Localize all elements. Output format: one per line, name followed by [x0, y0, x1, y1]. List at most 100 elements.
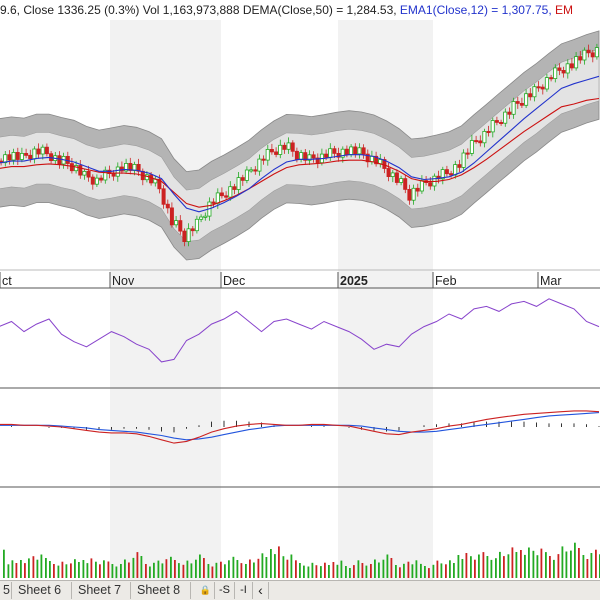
candle-body-61 — [253, 169, 258, 172]
candle-body-140 — [582, 49, 587, 61]
candle-body-49 — [203, 215, 208, 218]
volume-bar-44-2 — [553, 559, 555, 579]
candle-body-74 — [307, 154, 312, 161]
volume-bar-38-0 — [470, 556, 472, 578]
candle-body-142 — [590, 52, 595, 58]
candle-body-114 — [474, 140, 479, 143]
volume-bar-32-1 — [399, 567, 401, 578]
price-readout: 9.6, Close 1336.25 (0.3%) Vol 1,163,973,… — [0, 3, 400, 17]
candle-body-22 — [90, 176, 95, 185]
indicator-readout: 9.6, Close 1336.25 (0.3%) Vol 1,163,973,… — [0, 3, 573, 17]
volume-bar-0-2 — [3, 549, 5, 578]
volume-bar-13-2 — [165, 559, 168, 578]
remove-sheet-icon[interactable]: -S — [215, 582, 235, 599]
volume-bar-19-2 — [240, 563, 243, 578]
volume-bar-16-2 — [203, 558, 205, 578]
volume-bar-7-2 — [90, 558, 93, 578]
candle-body-39 — [161, 188, 166, 205]
volume-bar-38-1 — [474, 559, 476, 578]
volume-bar-13-1 — [161, 563, 164, 578]
remove-indicator-icon[interactable]: -I — [235, 582, 253, 599]
candle-body-107 — [444, 169, 449, 175]
tab-sheet-7[interactable]: Sheet 7 — [72, 582, 131, 599]
candle-body-121 — [503, 111, 508, 124]
volume-bar-45-2 — [565, 551, 568, 578]
candle-body-106 — [440, 169, 445, 180]
tab-sheet-6[interactable]: Sheet 6 — [12, 582, 72, 599]
tab-sheet-8[interactable]: Sheet 8 — [131, 582, 191, 599]
volume-bar-37-1 — [461, 559, 464, 578]
candle-body-110 — [457, 164, 462, 168]
candle-body-45 — [186, 228, 191, 243]
volume-bar-29-0 — [357, 560, 360, 578]
candle-body-89 — [369, 155, 374, 163]
candle-body-71 — [294, 150, 299, 161]
candle-body-44 — [182, 230, 187, 243]
candle-body-10 — [40, 146, 45, 155]
candle-body-54 — [224, 195, 229, 198]
candle-body-56 — [232, 186, 237, 190]
volume-bar-4-2 — [53, 564, 55, 578]
price-panel[interactable] — [0, 30, 600, 261]
ema-line — [0, 75, 600, 213]
candle-body-94 — [390, 172, 395, 177]
volume-bar-16-1 — [199, 554, 201, 578]
candle-body-78 — [324, 153, 329, 158]
candle-body-111 — [461, 152, 466, 168]
volume-bar-23-2 — [290, 554, 293, 578]
volume-bar-43-2 — [540, 548, 543, 578]
volume-bar-26-2 — [328, 565, 330, 578]
volume-bar-22-1 — [274, 554, 276, 578]
candle-body-120 — [499, 122, 504, 125]
volume-bar-18-0 — [220, 561, 222, 578]
volume-bar-24-0 — [295, 560, 297, 578]
candle-body-137 — [569, 63, 574, 69]
candle-body-30 — [124, 162, 129, 172]
candle-body-52 — [215, 192, 220, 204]
candle-body-119 — [494, 120, 499, 123]
candle-body-18 — [74, 165, 79, 172]
volume-bar-7-1 — [86, 563, 89, 578]
volume-bar-15-2 — [190, 563, 193, 578]
tab-sheet-5[interactable]: 5 — [0, 582, 12, 599]
candle-body-53 — [219, 192, 224, 197]
volume-bar-17-1 — [211, 566, 214, 579]
candle-body-141 — [586, 49, 591, 54]
volume-bar-43-1 — [536, 555, 539, 578]
lock-icon[interactable]: 🔒 — [197, 582, 215, 599]
ema-readout: EMA1(Close,12) = 1,307.75, — [399, 3, 556, 17]
rsi-panel[interactable] — [0, 298, 600, 363]
candle-body-125 — [519, 103, 524, 106]
candle-body-24 — [99, 177, 104, 181]
x-tick-label-4: Feb — [435, 274, 457, 288]
volume-panel[interactable] — [3, 542, 600, 579]
candle-body-20 — [82, 170, 87, 176]
candle-body-109 — [453, 164, 458, 176]
candle-body-126 — [524, 93, 529, 106]
candle-body-80 — [332, 148, 337, 154]
volume-bar-30-2 — [378, 562, 380, 578]
candle-body-95 — [394, 172, 399, 183]
candle-body-36 — [149, 174, 154, 184]
candle-body-7 — [28, 154, 33, 160]
candle-body-79 — [328, 148, 333, 158]
volume-bar-21-0 — [257, 558, 260, 578]
candle-body-122 — [507, 111, 512, 115]
candle-body-57 — [236, 177, 241, 190]
macd-panel[interactable] — [0, 410, 600, 444]
scroll-left-icon[interactable]: ‹ — [253, 582, 269, 599]
candle-body-143 — [594, 47, 599, 58]
candlesticks — [0, 43, 599, 247]
candle-body-23 — [94, 177, 99, 185]
candle-body-93 — [386, 168, 391, 178]
volume-bar-14-0 — [170, 556, 172, 578]
x-axis: ct Nov Dec 2025 Feb Mar — [0, 272, 562, 288]
volume-bar-47-0 — [582, 555, 585, 578]
volume-bar-18-1 — [224, 564, 226, 578]
x-tick-label-3: 2025 — [340, 274, 368, 288]
volume-bar-31-1 — [386, 554, 389, 578]
candle-body-83 — [344, 148, 349, 155]
volume-bar-4-1 — [49, 561, 51, 578]
volume-bar-22-0 — [270, 549, 272, 578]
candle-body-62 — [257, 158, 262, 172]
